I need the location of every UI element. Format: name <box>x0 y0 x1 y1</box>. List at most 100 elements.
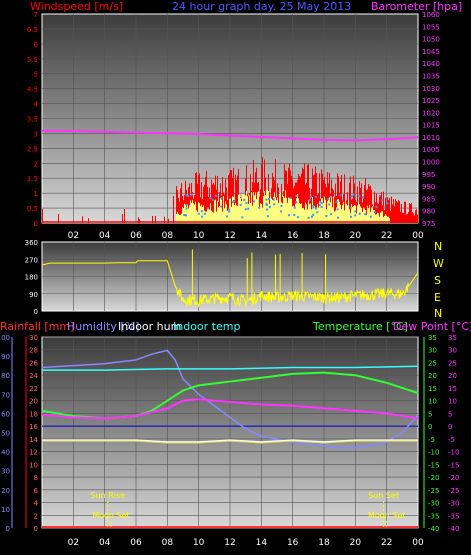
gust-bar <box>378 213 379 223</box>
dew-tick-label: -30 <box>448 500 459 508</box>
wind-bar <box>326 187 327 223</box>
wind-bar <box>284 164 285 223</box>
wind-avg-point <box>231 201 234 204</box>
wind-bar <box>408 211 409 223</box>
gust-bar <box>266 190 267 223</box>
gust-bar <box>205 211 206 223</box>
gust-bar <box>216 211 217 223</box>
wind-bar <box>386 204 387 223</box>
wind-bar <box>207 186 208 223</box>
barometer-tick-label: 1020 <box>422 109 440 117</box>
gust-bar <box>318 207 319 223</box>
gust-bar <box>271 198 272 223</box>
wind-bar <box>381 191 382 223</box>
wind-x-tick-label: 00 <box>412 231 424 241</box>
wind-bar <box>272 172 273 223</box>
wind-bar <box>323 179 324 223</box>
wind-bar <box>312 168 313 223</box>
gust-bar <box>290 197 291 223</box>
temp-x-tick-label: 00 <box>412 538 424 548</box>
gust-bar <box>354 205 355 223</box>
temp-tick-label: -30 <box>428 500 439 508</box>
wind-bar <box>402 212 403 223</box>
dew-tick-label: -40 <box>448 525 459 533</box>
wind-avg-point <box>226 215 229 218</box>
gust-bar <box>381 211 382 223</box>
barometer-tick-label: 1060 <box>422 11 440 19</box>
dew-tick-label: -10 <box>448 449 459 457</box>
wind-bar <box>217 175 218 223</box>
gust-bar <box>213 212 214 223</box>
wind-bar <box>212 184 213 223</box>
gust-bar <box>379 216 380 223</box>
wind-avg-point <box>265 203 268 206</box>
wind-avg-point <box>245 202 248 205</box>
wind-bar <box>196 172 197 223</box>
barometer-tick-label: 990 <box>422 183 435 191</box>
rainfall-axis-label: Rainfall [mm] <box>0 320 74 333</box>
temp-x-tick-label: 20 <box>350 538 362 548</box>
gust-bar <box>368 208 369 223</box>
wind-bar <box>401 204 402 223</box>
wind-bar <box>397 202 398 223</box>
humidity-axis-label: Humidity [%] <box>67 320 139 333</box>
wind-bar <box>294 185 295 223</box>
gust-bar <box>235 202 236 223</box>
wind-bar <box>299 176 300 223</box>
gust-bar <box>302 208 303 223</box>
rain-tick-label: 2 <box>34 512 38 520</box>
barometer-tick-label: 1055 <box>422 23 440 31</box>
wind-avg-point <box>266 215 269 218</box>
wind-tick-label: 3.5 <box>27 116 38 124</box>
gust-bar <box>351 203 352 223</box>
gust-bar <box>185 204 186 223</box>
wind-bar <box>414 215 415 223</box>
gust-bar <box>295 203 296 223</box>
wind-bar <box>391 196 392 223</box>
wind-bar <box>314 174 315 223</box>
wind-avg-point <box>362 196 365 199</box>
wind-bar <box>230 170 231 223</box>
wind-avg-point <box>318 203 321 206</box>
wind-avg-point <box>308 199 311 202</box>
barometer-tick-label: 1005 <box>422 146 440 154</box>
gust-bar <box>362 212 363 223</box>
gust-bar <box>307 209 308 223</box>
humidity-tick-label: 30 <box>1 468 10 476</box>
barometer-tick-label: 1000 <box>422 159 440 167</box>
gust-bar <box>193 203 194 223</box>
gust-bar <box>372 206 373 223</box>
gust-bar <box>338 199 339 223</box>
gust-bar <box>365 210 366 223</box>
temp-x-tick-label: 22 <box>381 538 392 548</box>
wind-bar <box>213 182 214 223</box>
rain-tick-label: 28 <box>29 347 38 355</box>
temp-tick-label: -20 <box>428 474 439 482</box>
wind-bar <box>398 199 399 223</box>
event-label: Sun Set <box>368 491 399 500</box>
gust-bar <box>306 204 307 223</box>
wind-avg-point <box>339 194 342 197</box>
gust-bar <box>221 199 222 223</box>
barometer-tick-label: 980 <box>422 208 435 216</box>
gust-bar <box>177 211 178 223</box>
gust-bar <box>215 199 216 223</box>
gust-bar <box>320 201 321 223</box>
gust-bar <box>382 211 383 223</box>
gust-bar <box>346 203 347 223</box>
wind-bar <box>366 190 367 223</box>
gust-bar <box>380 212 381 223</box>
gust-bar <box>317 203 318 223</box>
gust-bar <box>374 210 375 223</box>
wind-avg-point <box>358 212 361 215</box>
temp-x-tick-label: 18 <box>318 538 330 548</box>
wind-tick-label: 4 <box>34 101 39 109</box>
compass-w: W <box>433 257 444 270</box>
wind-bar <box>340 181 341 223</box>
wind-tick-label: 5.5 <box>27 56 38 64</box>
dew-tick-label: -20 <box>448 474 459 482</box>
barometer-tick-label: 995 <box>422 171 435 179</box>
gust-bar <box>254 195 255 223</box>
wind-bar <box>319 173 320 223</box>
